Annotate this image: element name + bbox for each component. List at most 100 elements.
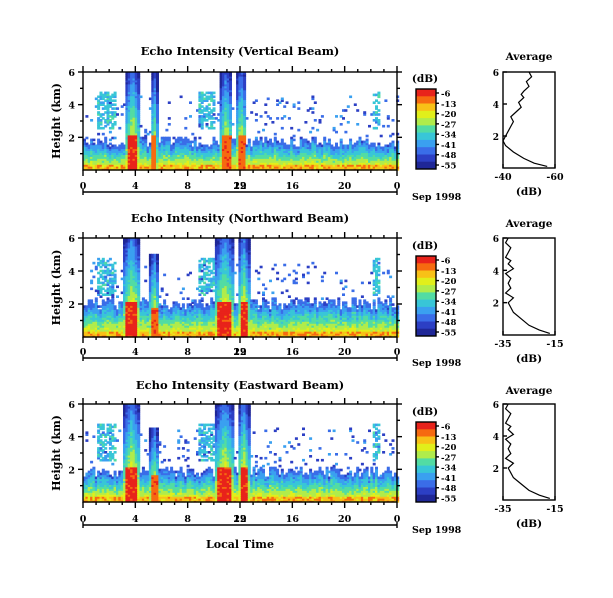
- heatmap-cell: [217, 119, 221, 122]
- heatmap-cell: [205, 287, 209, 291]
- heatmap-cell: [320, 156, 324, 159]
- heatmap-cell: [221, 243, 225, 247]
- heatmap-cell: [134, 142, 138, 146]
- heatmap-cell: [139, 303, 143, 306]
- heatmap-cell: [285, 146, 289, 150]
- heatmap-cell: [271, 162, 275, 165]
- heatmap-cell: [217, 158, 221, 161]
- heatmap-cell: [221, 325, 225, 328]
- heatmap-cell: [226, 289, 230, 293]
- heatmap-cell: [233, 333, 237, 336]
- heatmap-cell: [106, 325, 110, 328]
- heatmap-cell: [198, 93, 202, 97]
- heatmap-cell: [389, 134, 393, 138]
- heatmap-cell: [165, 327, 169, 330]
- heatmap-cell: [144, 160, 148, 163]
- heatmap-cell: [351, 150, 355, 153]
- heatmap-cell: [139, 321, 143, 324]
- heatmap-cell: [231, 259, 235, 263]
- heatmap-cell: [118, 303, 122, 306]
- heatmap-cell: [137, 160, 141, 163]
- heatmap-cell: [351, 160, 355, 163]
- heatmap-cell: [200, 164, 204, 167]
- heatmap-cell: [174, 301, 178, 304]
- heatmap-cell: [266, 144, 270, 148]
- heatmap-cell: [118, 150, 122, 153]
- heatmap-cell: [134, 148, 138, 151]
- heatmap-cell: [134, 126, 138, 130]
- heatmap-cell: [217, 311, 221, 314]
- heatmap-cell: [132, 103, 136, 106]
- heatmap-cell: [236, 148, 240, 151]
- heatmap-cell: [226, 269, 230, 273]
- heatmap-cell: [134, 87, 138, 91]
- heatmap-cell: [292, 164, 296, 167]
- heatmap-cell: [191, 160, 195, 163]
- heatmap-cell: [292, 105, 296, 108]
- heatmap-cell: [205, 325, 209, 328]
- heatmap-cell: [219, 87, 223, 91]
- heatmap-cell: [200, 297, 204, 300]
- heatmap-cell: [365, 134, 369, 138]
- heatmap-cell: [236, 263, 240, 267]
- heatmap-cell: [389, 148, 393, 151]
- heatmap-cell: [123, 325, 126, 328]
- heatmap-cell: [219, 267, 223, 271]
- heatmap-cell: [287, 162, 291, 165]
- heatmap-cell: [163, 305, 167, 308]
- heatmap-cell: [224, 134, 228, 138]
- heatmap-cell: [108, 327, 112, 330]
- heatmap-cell: [137, 317, 141, 320]
- heatmap-cell: [132, 130, 136, 134]
- heatmap-cell: [137, 93, 141, 97]
- heatmap-cell: [92, 142, 96, 146]
- heatmap-cell: [224, 299, 228, 302]
- heatmap-cell: [349, 162, 353, 165]
- heatmap-cell: [226, 164, 230, 167]
- heatmap-cell: [396, 162, 400, 165]
- heatmap-cell: [250, 166, 254, 169]
- heatmap-cell: [125, 313, 129, 316]
- heatmap-cell: [184, 319, 188, 322]
- heatmap-cell: [134, 156, 138, 159]
- heatmap-cell: [179, 333, 183, 336]
- heatmap-cell: [123, 261, 126, 265]
- heatmap-cell: [160, 144, 164, 148]
- heatmap-cell: [198, 144, 202, 148]
- heatmap-cell: [97, 101, 101, 104]
- heatmap-cell: [221, 285, 225, 289]
- heatmap-cell: [299, 156, 303, 159]
- heatmap-cell: [217, 150, 221, 153]
- heatmap-cell: [108, 142, 112, 146]
- heatmap-cell: [90, 313, 94, 316]
- heatmap-cell: [344, 154, 348, 157]
- heatmap-cell: [393, 150, 397, 153]
- heatmap-cell: [125, 91, 129, 95]
- heatmap-cell: [306, 162, 310, 165]
- heatmap-cell: [153, 329, 157, 332]
- heatmap-cell: [342, 152, 345, 155]
- heatmap-cell: [127, 142, 131, 146]
- heatmap-cell: [146, 321, 150, 324]
- heatmap-cell: [219, 333, 223, 336]
- heatmap-cell: [156, 148, 159, 151]
- heatmap-cell: [134, 72, 138, 75]
- heatmap-cell: [203, 158, 207, 161]
- heatmap-cell: [97, 257, 101, 261]
- heatmap-cell: [191, 299, 195, 302]
- heatmap-cell: [365, 164, 369, 167]
- heatmap-cell: [189, 144, 192, 148]
- heatmap-cell: [233, 152, 237, 155]
- heatmap-cell: [229, 275, 232, 279]
- heatmap-cell: [365, 152, 369, 155]
- heatmap-cell: [273, 162, 277, 165]
- heatmap-cell: [83, 313, 86, 316]
- heatmap-cell: [212, 309, 216, 312]
- heatmap-cell: [151, 113, 155, 116]
- heatmap-cell: [302, 138, 305, 142]
- heatmap-cell: [132, 265, 136, 269]
- heatmap-cell: [101, 95, 105, 99]
- heatmap-cell: [132, 323, 136, 326]
- heatmap-cell: [137, 255, 141, 259]
- heatmap-cell: [207, 287, 211, 291]
